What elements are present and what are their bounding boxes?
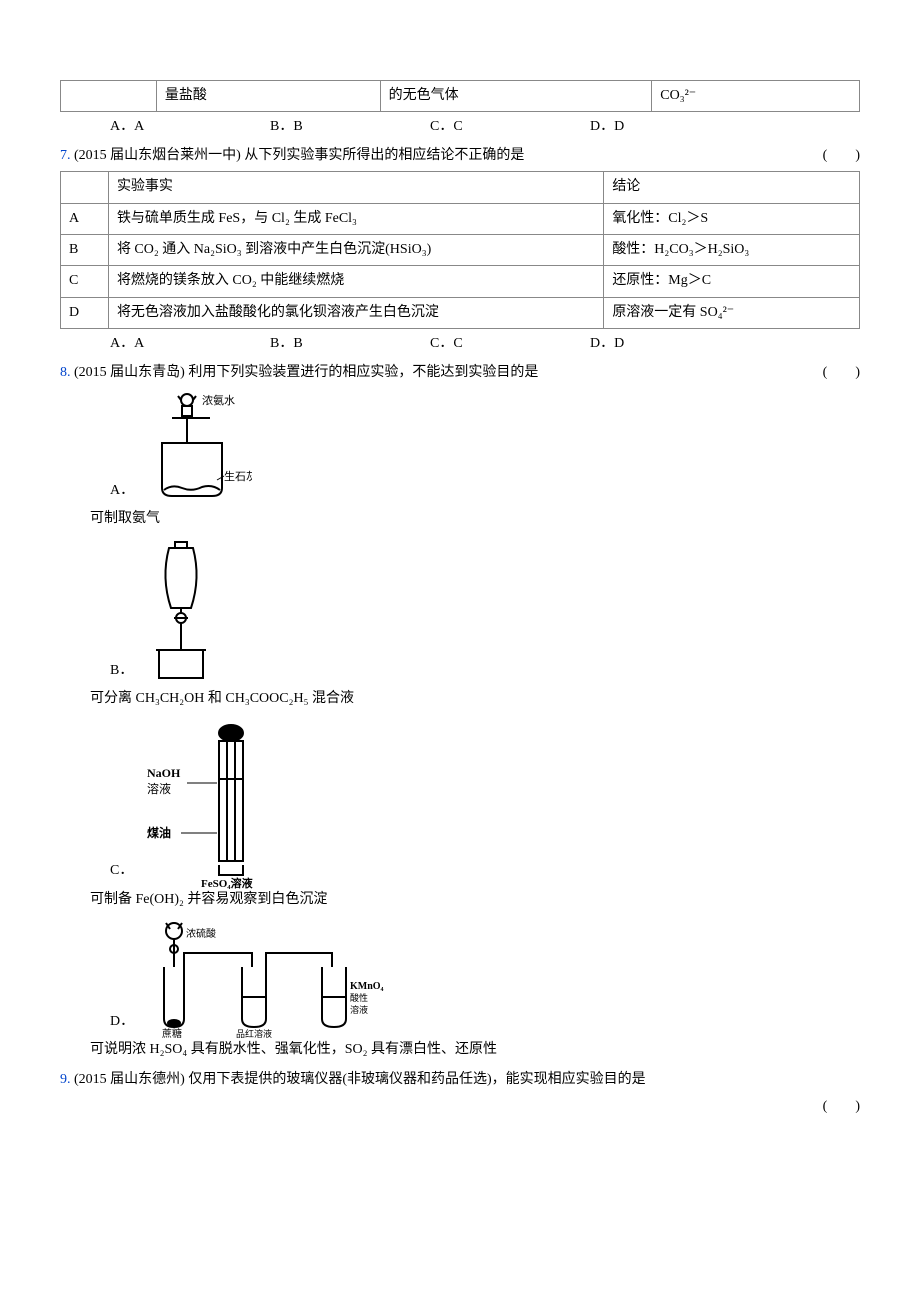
label-c4: FeSO₄溶液 [201, 876, 254, 889]
label-side: 生石灰 [224, 469, 252, 483]
option-row-q7: A．A B．B C．C D．D [60, 333, 860, 355]
cell: C [61, 266, 109, 297]
q8d-row: D． 浓硫酸 蔗糖 品红溶液 KMnO₄ 酸性 溶液 [60, 919, 860, 1039]
q8b-row: B． [60, 538, 860, 688]
q8-text: 利用下列实验装置进行的相应实验，不能达到实验目的是 [188, 365, 538, 380]
cell: 原溶液一定有 SO₄²⁻ [604, 297, 860, 328]
opt-d: D．D [590, 333, 750, 355]
cell: A [61, 203, 109, 234]
q8a-label: A． [110, 480, 134, 508]
table-row: D 将无色溶液加入盐酸酸化的氯化钡溶液产生白色沉淀 原溶液一定有 SO₄²⁻ [61, 297, 860, 328]
table-row: A 铁与硫单质生成 FeS，与 Cl₂ 生成 FeCl₃ 氧化性：Cl₂＞S [61, 203, 860, 234]
q8c-label: C． [110, 860, 133, 888]
opt-a: A．A [110, 333, 270, 355]
opt-c: C．C [430, 333, 590, 355]
opt-c: C．C [430, 116, 590, 138]
q8-line: 8. (2015 届山东青岛) 利用下列实验装置进行的相应实验，不能达到实验目的… [60, 362, 860, 384]
opt-b: B．B [270, 333, 430, 355]
q9-text: 仅用下表提供的玻璃仪器(非玻璃仪器和药品任选)，能实现相应实验目的是 [188, 1072, 645, 1087]
answer-blank: ( ) [823, 362, 860, 384]
cell: 酸性：H₂CO₃＞H₂SiO₃ [604, 234, 860, 265]
table-row: 量盐酸 的无色气体 CO₃²⁻ [61, 81, 860, 112]
q8b-label: B． [110, 660, 133, 688]
cell: B [61, 234, 109, 265]
cell: D [61, 297, 109, 328]
opt-d: D．D [590, 116, 750, 138]
label-top: 浓氨水 [202, 394, 235, 407]
cell: CO₃²⁻ [652, 81, 860, 112]
q9-number: 9. [60, 1072, 71, 1087]
q7-text: 从下列实验事实所得出的相应结论不正确的是 [244, 148, 524, 163]
cell: 铁与硫单质生成 FeS，与 Cl₂ 生成 FeCl₃ [108, 203, 603, 234]
q9-paren: ( ) [823, 1096, 860, 1118]
label-d3: 品红溶液 [236, 1028, 272, 1039]
cell: 氧化性：Cl₂＞S [604, 203, 860, 234]
cell: 还原性：Mg＞C [604, 266, 860, 297]
cell: 将 CO₂ 通入 Na₂SiO₃ 到溶液中产生白色沉淀(HSiO₃) [108, 234, 603, 265]
q8d-label: D． [110, 1011, 134, 1039]
label-d1: 浓硫酸 [186, 927, 216, 940]
cell [61, 172, 109, 203]
cell: 的无色气体 [380, 81, 652, 112]
cell: 结论 [604, 172, 860, 203]
q8b-desc: 可分离 CH₃CH₂OH 和 CH₃COOC₂H₅ 混合液 [60, 688, 860, 710]
partial-top-table: 量盐酸 的无色气体 CO₃²⁻ [60, 80, 860, 112]
q9-line: 9. (2015 届山东德州) 仅用下表提供的玻璃仪器(非玻璃仪器和药品任选)，… [60, 1069, 860, 1091]
q8a-row: A． 浓氨水 生石灰 [60, 388, 860, 508]
answer-blank: ( ) [823, 145, 860, 167]
cell: 将无色溶液加入盐酸酸化的氯化钡溶液产生白色沉淀 [108, 297, 603, 328]
svg-text:溶液: 溶液 [350, 1004, 368, 1015]
cell: 将燃烧的镁条放入 CO₂ 中能继续燃烧 [108, 266, 603, 297]
q8d-desc: 可说明浓 H₂SO₄ 具有脱水性、强氧化性，SO₂ 具有漂白性、还原性 [60, 1039, 860, 1061]
q7-source: (2015 届山东烟台莱州一中) [74, 148, 241, 163]
table-row: C 将燃烧的镁条放入 CO₂ 中能继续燃烧 还原性：Mg＞C [61, 266, 860, 297]
apparatus-b-icon [141, 538, 231, 688]
q8a-desc: 可制取氨气 [60, 508, 860, 530]
q9-source: (2015 届山东德州) [74, 1072, 185, 1087]
opt-a: A．A [110, 116, 270, 138]
apparatus-a-icon: 浓氨水 生石灰 [142, 388, 252, 508]
q7-number: 7. [60, 148, 71, 163]
q9-line2: ( ) 目的是 [60, 1096, 860, 1118]
q8-source: (2015 届山东青岛) [74, 365, 185, 380]
q7-table: 实验事实 结论 A 铁与硫单质生成 FeS，与 Cl₂ 生成 FeCl₃ 氧化性… [60, 171, 860, 329]
q7-line: 7. (2015 届山东烟台莱州一中) 从下列实验事实所得出的相应结论不正确的是… [60, 145, 860, 167]
label-d2: 蔗糖 [162, 1027, 182, 1039]
table-row: B 将 CO₂ 通入 Na₂SiO₃ 到溶液中产生白色沉淀(HSiO₃) 酸性：… [61, 234, 860, 265]
table-row: 实验事实 结论 [61, 172, 860, 203]
opt-b: B．B [270, 116, 430, 138]
cell: 量盐酸 [156, 81, 380, 112]
label-c3: 煤油 [147, 825, 171, 840]
apparatus-d-icon: 浓硫酸 蔗糖 品红溶液 KMnO₄ 酸性 溶液 [142, 919, 402, 1039]
q8-number: 8. [60, 365, 71, 380]
svg-text:KMnO₄: KMnO₄ [350, 981, 384, 992]
option-row: A．A B．B C．C D．D [60, 116, 860, 138]
label-c2: 溶液 [147, 781, 171, 796]
svg-text:酸性: 酸性 [350, 992, 368, 1003]
label-c1: NaOH [147, 766, 181, 780]
cell [61, 81, 157, 112]
q8c-row: C． NaOH 溶液 煤油 FeSO₄溶液 [60, 719, 860, 889]
q8c-desc: 可制备 Fe(OH)₂ 并容易观察到白色沉淀 [60, 889, 860, 911]
cell: 实验事实 [108, 172, 603, 203]
apparatus-c-icon: NaOH 溶液 煤油 FeSO₄溶液 [141, 719, 291, 889]
